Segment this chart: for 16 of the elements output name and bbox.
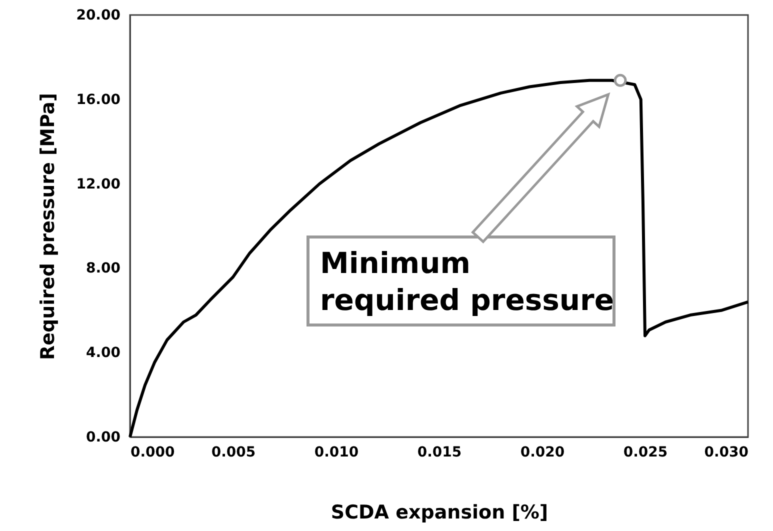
y-axis-title: Required pressure [MPa]: [37, 92, 60, 360]
y-tick-label: 8.00: [86, 260, 121, 277]
x-tick-label: 0.030: [704, 444, 749, 460]
x-tick-label: 0.005: [211, 444, 256, 460]
x-tick-label: 0.020: [520, 444, 565, 460]
x-tick-label: 0.015: [417, 444, 462, 460]
y-tick-label: 20.00: [76, 8, 121, 24]
y-tick-label: 12.00: [76, 176, 121, 192]
y-tick-label: 0.00: [86, 430, 121, 446]
x-tick-label: 0.025: [623, 444, 668, 460]
x-tick-label: 0.010: [314, 444, 359, 460]
annotation: Minimum required pressure: [320, 246, 614, 317]
x-tick-label: 0.000: [130, 444, 176, 460]
x-axis-title: SCDA expansion [%]: [330, 502, 548, 524]
y-tick-label: 4.00: [86, 345, 121, 362]
y-tick-label: 16.00: [76, 92, 121, 108]
